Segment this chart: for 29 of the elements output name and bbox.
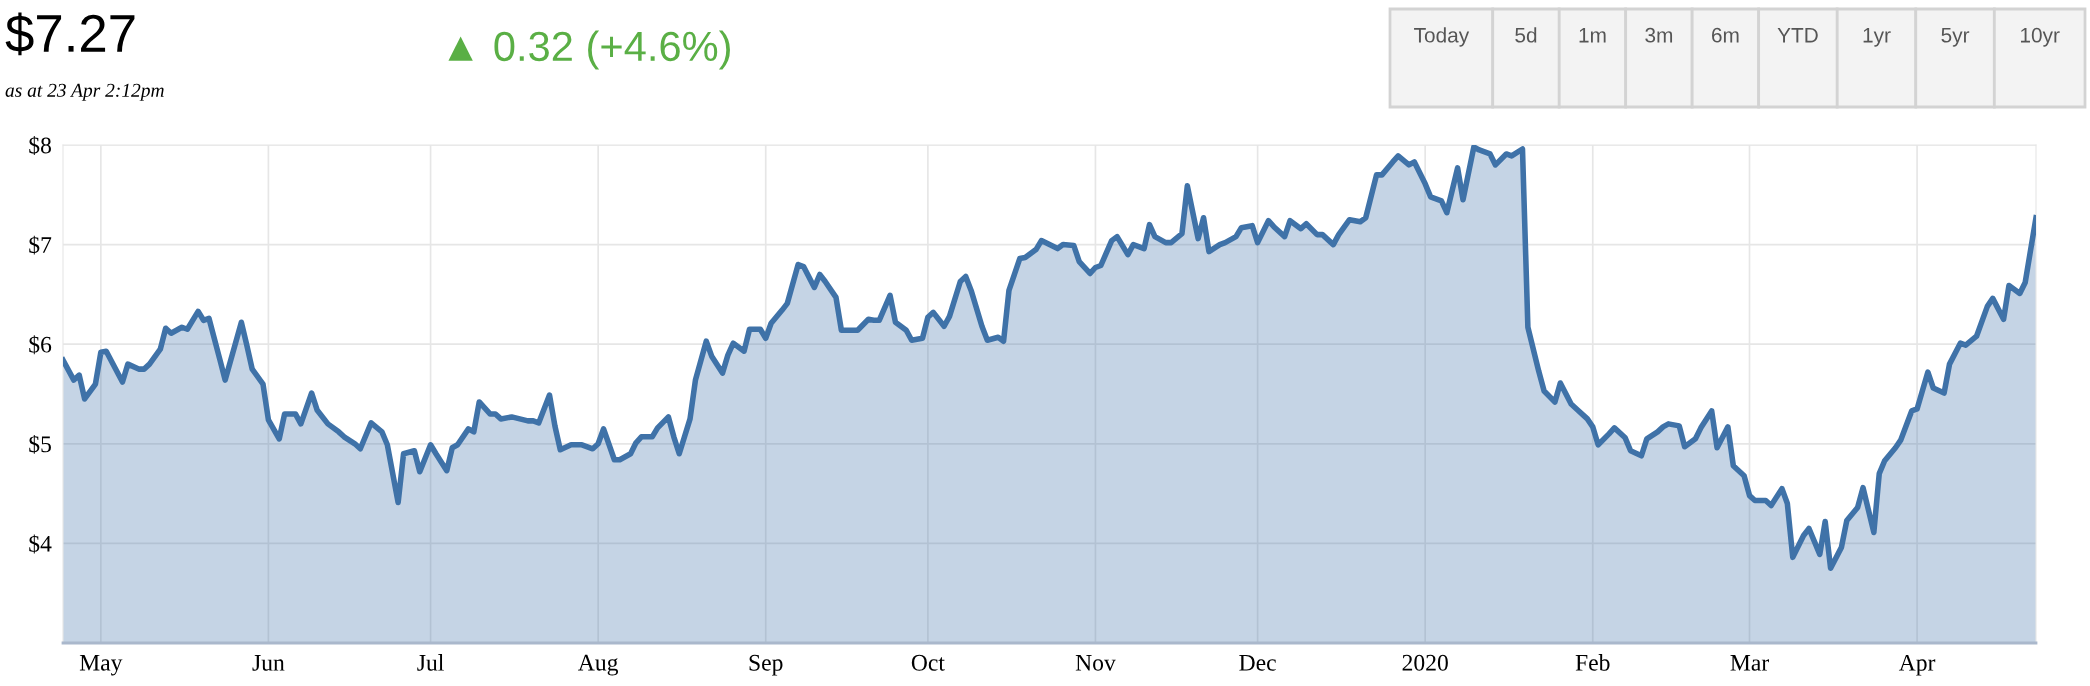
x-tick-label: Feb [1575,654,1610,671]
text: 6m [1712,27,1739,43]
text: 10yr [2021,27,2060,47]
x-tick-label: 2020 [1402,654,1448,671]
x-tick-label: Sep [749,654,783,676]
text: 1yr [1863,28,1891,47]
x-tick-label: Jun [252,655,285,671]
text: 5yr [1941,28,1970,47]
x-tick-label: Oct [911,654,945,671]
text: YTD [1777,28,1818,43]
x-tick-label: May [79,654,123,676]
x-tick-label: Dec [1239,655,1276,671]
y-tick-label: $6 [29,335,52,355]
text: Today [1414,27,1470,47]
y-tick-label: $4 [29,534,52,554]
text: 5d [1515,27,1537,43]
chart-subtitle: as at 23 Apr 2:12pm [5,83,164,101]
y-tick-label: $7 [29,235,52,255]
y-tick-label: $5 [29,434,51,454]
text: 3m [1645,27,1673,43]
text: ▲ 0.32 (+4.6%) [448,30,730,70]
x-tick-label: Jul [417,654,444,671]
x-tick-label: Aug [578,654,619,676]
y-tick-label: $8 [29,136,51,155]
x-tick-label: Apr [1898,654,1936,676]
x-tick-label: Mar [1730,655,1769,671]
chart-title: $7.27 [5,12,135,56]
text: 1m [1579,28,1606,43]
x-tick-label: Nov [1075,655,1116,671]
